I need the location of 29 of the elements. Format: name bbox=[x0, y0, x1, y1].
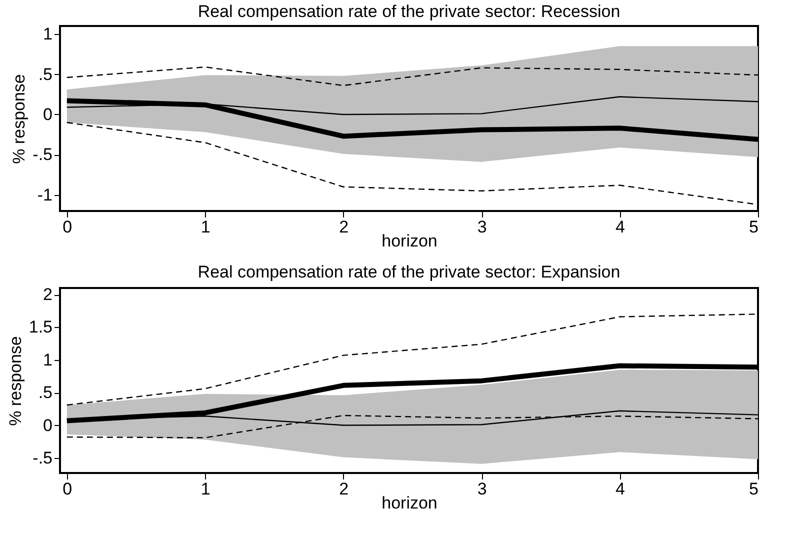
chart-title: Real compensation rate of the private sector: Recession bbox=[198, 2, 620, 22]
y-tick-label: 0 bbox=[43, 416, 52, 435]
x-tick-label: 1 bbox=[200, 480, 210, 498]
y-tick-label: 2 bbox=[43, 285, 52, 304]
y-tick-label: .5 bbox=[38, 383, 52, 402]
x-tick-label: 2 bbox=[339, 480, 349, 498]
x-tick-label: 4 bbox=[616, 218, 626, 236]
x-axis-title: horizon bbox=[382, 232, 438, 250]
y-tick-label: 1 bbox=[43, 350, 52, 370]
x-tick-label: 3 bbox=[477, 480, 487, 498]
x-tick-label: 3 bbox=[477, 218, 487, 236]
y-tick-label: -1 bbox=[37, 185, 52, 204]
x-tick-label: 2 bbox=[339, 218, 349, 236]
x-tick-label: 5 bbox=[749, 480, 758, 498]
y-axis-title: % response bbox=[6, 336, 25, 426]
y-tick-label: -.5 bbox=[32, 448, 52, 468]
x-tick-label: 1 bbox=[200, 218, 210, 236]
y-tick-label: .5 bbox=[38, 64, 52, 84]
y-axis-title: % response bbox=[10, 74, 29, 164]
y-tick-label: -.5 bbox=[32, 145, 52, 164]
y-tick-label: 1.5 bbox=[28, 318, 52, 337]
x-tick-label: 5 bbox=[749, 218, 758, 236]
x-tick-label: 4 bbox=[616, 480, 626, 498]
x-tick-label: 0 bbox=[62, 218, 72, 236]
x-tick-label: 0 bbox=[62, 480, 72, 498]
y-tick-label: 1 bbox=[43, 24, 52, 44]
x-axis-title: horizon bbox=[382, 494, 438, 512]
y-tick-label: 0 bbox=[43, 104, 52, 124]
chart-title: Real compensation rate of the private sector: Expansion bbox=[198, 262, 620, 282]
